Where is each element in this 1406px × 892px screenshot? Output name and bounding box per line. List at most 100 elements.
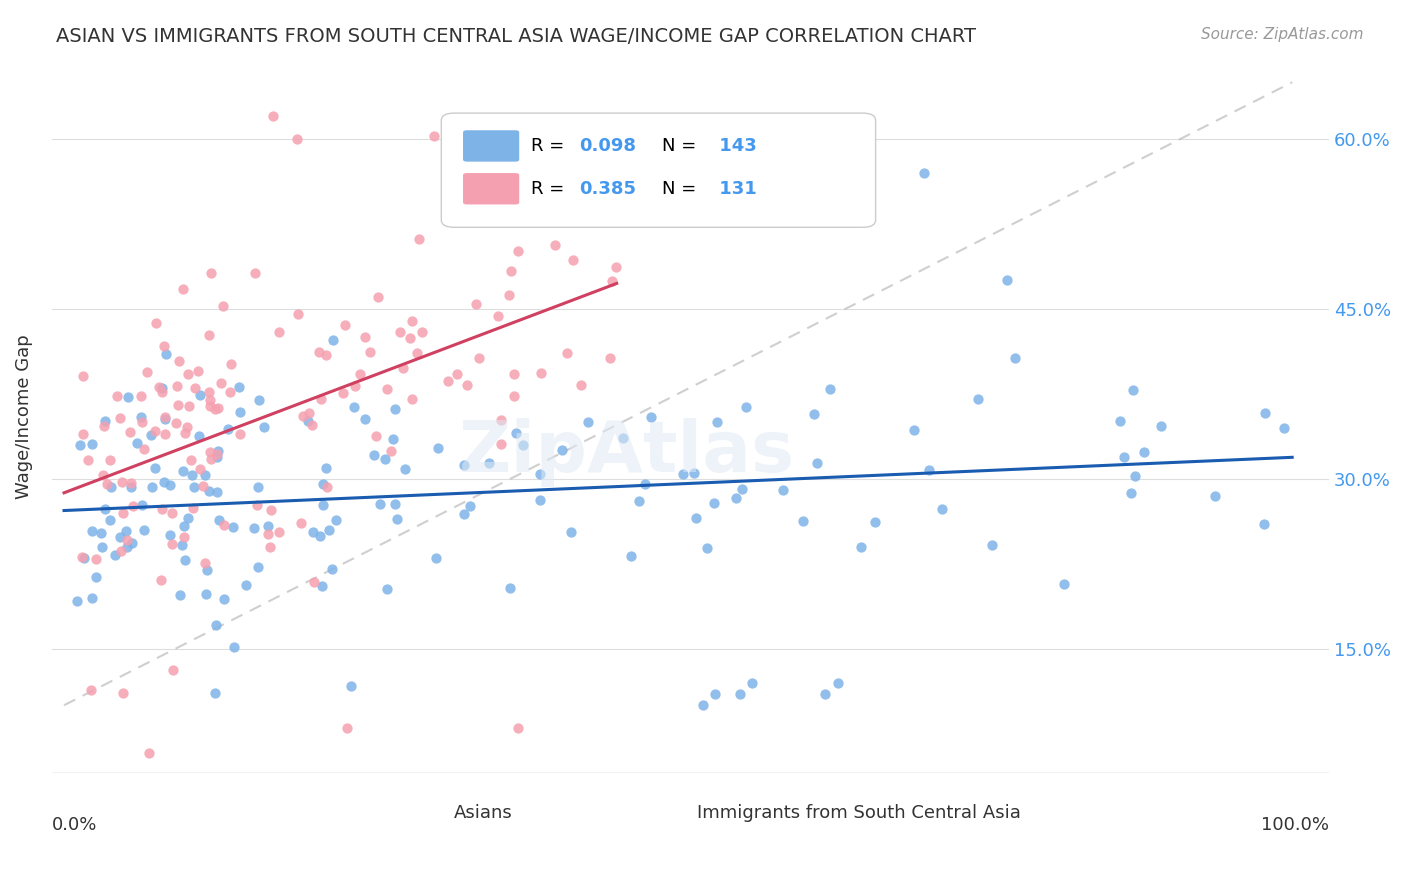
Point [792, 514, 814, 528]
Point [672, 467, 695, 482]
Point [806, 456, 828, 470]
Point [287, 132, 309, 146]
Point [69, 438, 91, 452]
Point [257, 526, 280, 541]
Text: 143: 143 [713, 137, 756, 155]
Point [391, 360, 413, 375]
Point [605, 260, 627, 274]
Point [207, 444, 229, 458]
Point [221, 519, 243, 533]
Text: ASIAN VS IMMIGRANTS FROM SOUTH CENTRAL ASIA WAGE/INCOME GAP CORRELATION CHART: ASIAN VS IMMIGRANTS FROM SOUTH CENTRAL A… [56, 27, 976, 45]
Point [129, 410, 152, 425]
Point [503, 368, 526, 382]
Point [165, 416, 187, 430]
Y-axis label: Wage/Income Gap: Wage/Income Gap [15, 334, 32, 499]
Point [243, 266, 266, 280]
Point [772, 483, 794, 497]
Point [491, 437, 513, 451]
Point [176, 420, 198, 434]
Point [198, 483, 221, 498]
Point [554, 178, 576, 193]
Point [132, 524, 155, 538]
Point [188, 462, 211, 476]
Point [229, 405, 252, 419]
Point [205, 447, 228, 461]
Point [218, 385, 240, 400]
Point [367, 289, 389, 303]
Point [308, 345, 330, 359]
Point [256, 519, 278, 533]
Point [468, 351, 491, 366]
Point [301, 418, 323, 433]
Point [209, 376, 232, 391]
Point [200, 266, 222, 280]
Point [354, 411, 377, 425]
Point [731, 482, 754, 496]
Text: 0.098: 0.098 [579, 137, 637, 155]
Point [66, 593, 89, 607]
Point [335, 318, 357, 332]
Point [863, 516, 886, 530]
Point [73, 551, 96, 566]
Text: 0.0%: 0.0% [52, 816, 97, 834]
Point [86, 551, 108, 566]
Point [297, 414, 319, 428]
Point [148, 380, 170, 394]
Point [173, 518, 195, 533]
Point [340, 679, 363, 693]
Point [94, 502, 117, 516]
Point [290, 516, 312, 530]
Point [706, 415, 728, 429]
Point [108, 530, 131, 544]
Point [312, 477, 335, 491]
Point [1133, 444, 1156, 458]
Point [411, 325, 433, 339]
Point [446, 367, 468, 381]
Point [155, 347, 177, 361]
Point [465, 297, 488, 311]
Point [159, 528, 181, 542]
Point [311, 579, 333, 593]
Point [115, 540, 138, 554]
Point [734, 401, 756, 415]
Point [159, 478, 181, 492]
Point [98, 513, 121, 527]
Point [569, 377, 592, 392]
Point [506, 244, 529, 258]
Point [1053, 577, 1076, 591]
Point [195, 563, 218, 577]
Point [512, 438, 534, 452]
Point [150, 385, 173, 400]
Point [131, 389, 153, 403]
Point [191, 478, 214, 492]
Point [84, 569, 107, 583]
Point [198, 327, 221, 342]
Point [555, 346, 578, 360]
Point [91, 467, 114, 482]
Point [219, 357, 242, 371]
Point [456, 377, 478, 392]
Text: Asians: Asians [454, 805, 513, 822]
Point [529, 492, 551, 507]
Point [375, 582, 398, 596]
Point [143, 460, 166, 475]
Point [995, 273, 1018, 287]
Point [139, 428, 162, 442]
Text: N =: N = [662, 180, 702, 198]
Point [93, 418, 115, 433]
Point [162, 663, 184, 677]
Point [204, 401, 226, 416]
Point [194, 556, 217, 570]
Point [174, 552, 197, 566]
Point [198, 393, 221, 408]
Point [253, 419, 276, 434]
Point [155, 427, 177, 442]
Point [173, 425, 195, 440]
Point [166, 379, 188, 393]
Point [205, 484, 228, 499]
Point [115, 524, 138, 538]
Point [309, 392, 332, 406]
Point [72, 426, 94, 441]
Point [90, 526, 112, 541]
Point [107, 389, 129, 403]
